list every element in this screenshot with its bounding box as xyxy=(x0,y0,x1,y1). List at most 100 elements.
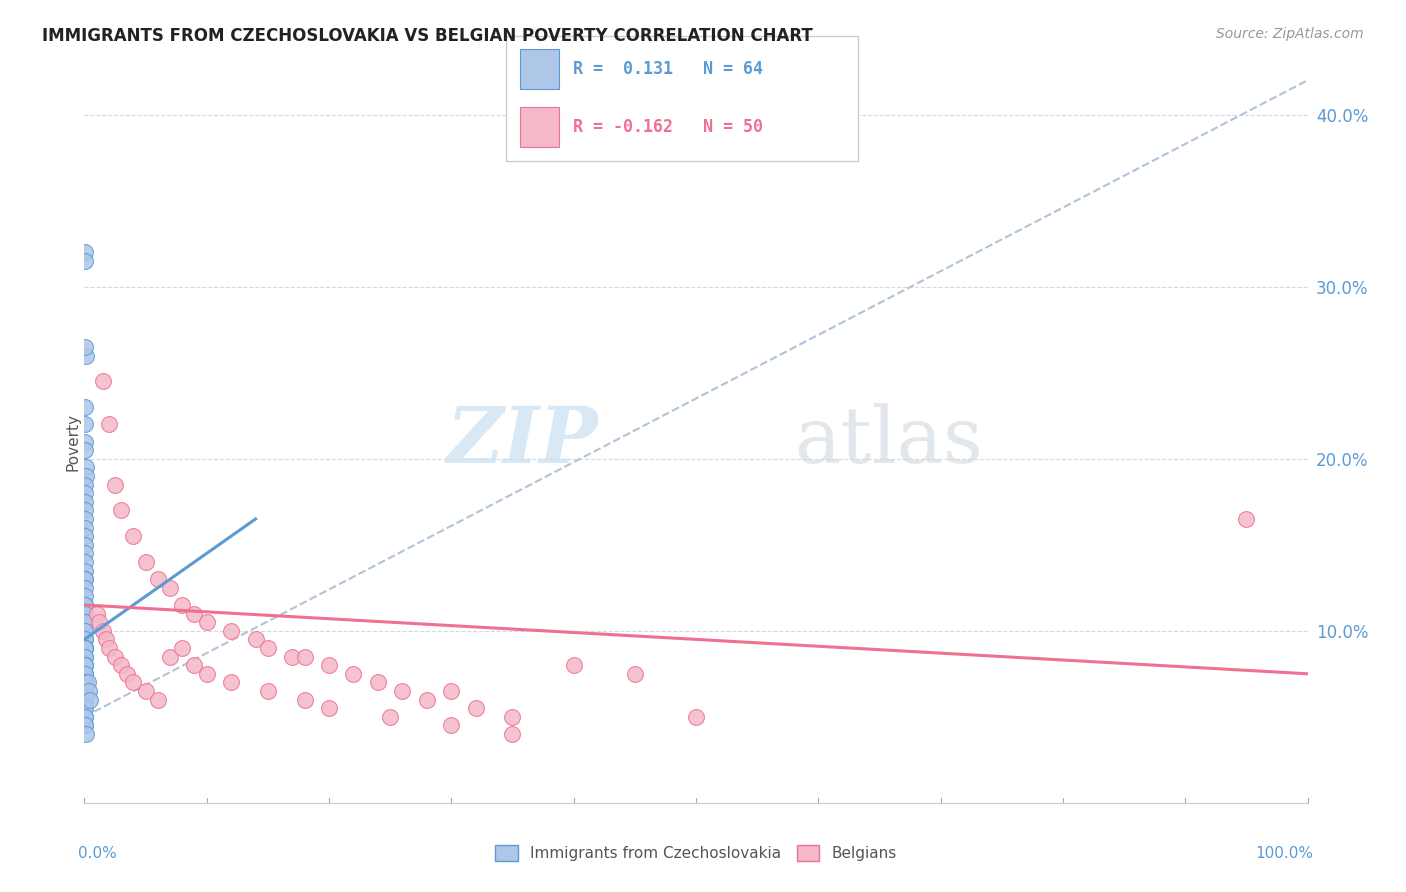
Point xyxy=(440,718,463,732)
Point xyxy=(219,675,242,690)
Point xyxy=(195,666,218,681)
Point xyxy=(75,718,97,732)
Point xyxy=(104,649,127,664)
Point xyxy=(75,520,97,534)
Point xyxy=(685,710,707,724)
Point xyxy=(73,624,96,638)
Point xyxy=(73,546,96,560)
Point xyxy=(73,675,96,690)
Point xyxy=(73,666,96,681)
Point xyxy=(75,710,97,724)
Point xyxy=(73,684,96,698)
Point xyxy=(562,658,585,673)
Point xyxy=(73,666,96,681)
Point xyxy=(110,503,132,517)
Point xyxy=(502,710,524,724)
Point xyxy=(75,529,97,543)
Point xyxy=(75,598,97,612)
Point xyxy=(294,692,316,706)
Point xyxy=(146,692,169,706)
Point xyxy=(183,607,205,621)
Point xyxy=(77,675,100,690)
Point xyxy=(75,710,97,724)
Point xyxy=(73,555,96,569)
Point xyxy=(73,486,96,500)
Point xyxy=(122,529,145,543)
Point xyxy=(87,615,110,630)
Bar xyxy=(520,107,558,147)
Point xyxy=(73,590,96,604)
Point xyxy=(245,632,267,647)
Point xyxy=(257,640,280,655)
Point xyxy=(75,434,97,449)
Point xyxy=(97,417,120,432)
Point xyxy=(75,718,97,732)
Point xyxy=(294,649,316,664)
Point xyxy=(416,692,439,706)
Point xyxy=(75,417,97,432)
Point xyxy=(73,658,96,673)
Point xyxy=(122,675,145,690)
Point xyxy=(172,640,194,655)
Point xyxy=(73,675,96,690)
Point xyxy=(73,658,96,673)
Text: ZIP: ZIP xyxy=(447,403,598,480)
Point xyxy=(219,624,242,638)
Point xyxy=(464,701,486,715)
Point xyxy=(183,658,205,673)
Point xyxy=(391,684,413,698)
Point xyxy=(73,564,96,578)
Point xyxy=(75,469,97,483)
Point xyxy=(77,684,100,698)
Point xyxy=(75,666,97,681)
Point xyxy=(135,555,157,569)
Point xyxy=(96,632,118,647)
Bar xyxy=(520,49,558,89)
Point xyxy=(97,640,120,655)
Point xyxy=(257,684,280,698)
Point xyxy=(73,581,96,595)
Point xyxy=(159,649,181,664)
Point xyxy=(73,615,96,630)
Text: IMMIGRANTS FROM CZECHOSLOVAKIA VS BELGIAN POVERTY CORRELATION CHART: IMMIGRANTS FROM CZECHOSLOVAKIA VS BELGIA… xyxy=(42,27,813,45)
Text: atlas: atlas xyxy=(794,404,983,479)
Point xyxy=(75,607,97,621)
Point xyxy=(73,624,96,638)
Point xyxy=(73,658,96,673)
Point xyxy=(75,443,97,458)
Legend: Immigrants from Czechoslovakia, Belgians: Immigrants from Czechoslovakia, Belgians xyxy=(489,839,903,867)
Point xyxy=(159,581,181,595)
Point xyxy=(75,640,97,655)
Point xyxy=(73,640,96,655)
Point xyxy=(73,340,96,354)
FancyBboxPatch shape xyxy=(506,36,858,161)
Point xyxy=(73,400,96,414)
Point xyxy=(502,727,524,741)
Point xyxy=(73,615,96,630)
Point xyxy=(86,607,108,621)
Point xyxy=(73,640,96,655)
Point xyxy=(79,692,101,706)
Text: Source: ZipAtlas.com: Source: ZipAtlas.com xyxy=(1216,27,1364,41)
Point xyxy=(75,512,97,526)
Point xyxy=(115,666,138,681)
Point xyxy=(318,701,340,715)
Point xyxy=(195,615,218,630)
Point xyxy=(624,666,647,681)
Point xyxy=(440,684,463,698)
Point xyxy=(73,245,96,260)
Point xyxy=(73,477,96,491)
Text: R =  0.131   N = 64: R = 0.131 N = 64 xyxy=(574,61,763,78)
Text: R = -0.162   N = 50: R = -0.162 N = 50 xyxy=(574,118,763,136)
Point xyxy=(75,701,97,715)
Point xyxy=(110,658,132,673)
Point xyxy=(73,692,96,706)
Point xyxy=(104,477,127,491)
Point xyxy=(318,658,340,673)
Y-axis label: Poverty: Poverty xyxy=(66,412,80,471)
Point xyxy=(75,349,97,363)
Point xyxy=(146,572,169,586)
Point xyxy=(281,649,304,664)
Point xyxy=(73,632,96,647)
Point xyxy=(73,598,96,612)
